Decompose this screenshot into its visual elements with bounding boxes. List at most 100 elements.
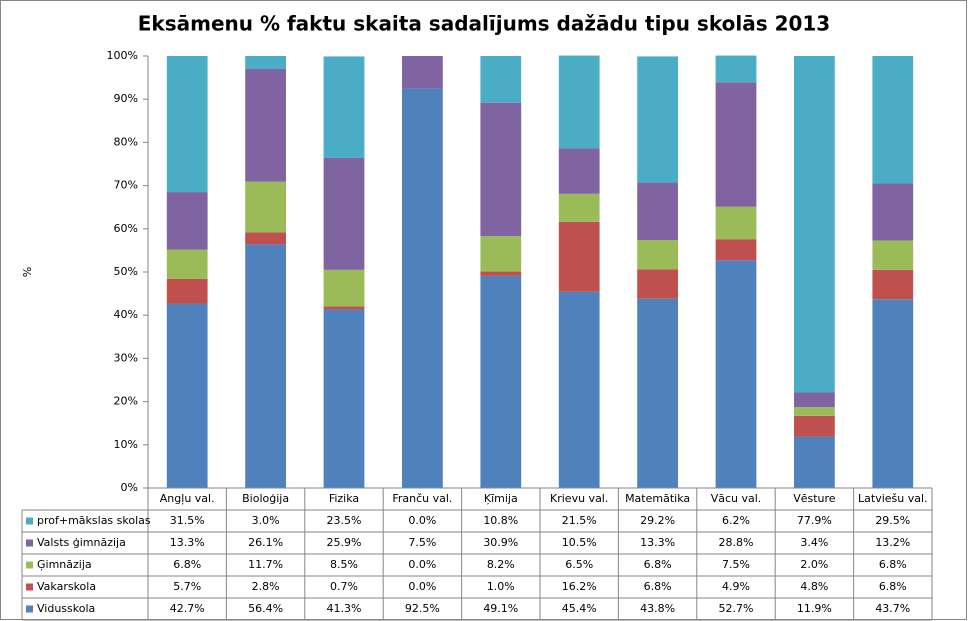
bar-segment bbox=[715, 239, 757, 261]
table-value: 43.7% bbox=[875, 602, 910, 615]
legend-label: prof+mākslas skolas bbox=[37, 514, 151, 527]
y-tick-label: 100% bbox=[107, 49, 138, 62]
legend-swatch bbox=[26, 517, 33, 525]
bar-segment bbox=[637, 298, 678, 488]
table-value: 4.9% bbox=[722, 580, 750, 593]
bar-segment bbox=[166, 278, 208, 304]
table-value: 4.8% bbox=[800, 580, 828, 593]
table-value: 13.2% bbox=[875, 536, 910, 549]
bar-segment bbox=[872, 56, 914, 184]
bar-segment bbox=[715, 82, 757, 207]
legend-label: Vidusskola bbox=[37, 602, 95, 615]
table-value: 21.5% bbox=[562, 514, 597, 527]
legend-swatch bbox=[26, 561, 33, 569]
bar-segment bbox=[558, 291, 600, 488]
table-value: 3.4% bbox=[800, 536, 828, 549]
bar-segment bbox=[794, 407, 835, 416]
bar-segment bbox=[402, 88, 443, 489]
bar-segment bbox=[245, 232, 286, 245]
bar-segment bbox=[402, 56, 443, 89]
bar-segment bbox=[323, 309, 365, 488]
table-value: 41.3% bbox=[327, 602, 362, 615]
table-value: 0.0% bbox=[408, 558, 436, 571]
table-value: 11.9% bbox=[797, 602, 832, 615]
table-value: 11.7% bbox=[248, 558, 283, 571]
table-value: 25.9% bbox=[327, 536, 362, 549]
bar-segment bbox=[166, 56, 208, 193]
y-tick-label: 60% bbox=[114, 222, 138, 235]
x-tick-label: Vēsture bbox=[793, 492, 836, 505]
bar-segment bbox=[323, 157, 365, 270]
bar-segment bbox=[715, 55, 757, 83]
y-tick-label: 50% bbox=[114, 265, 138, 278]
bar-segment bbox=[794, 436, 835, 488]
table-value: 6.8% bbox=[173, 558, 201, 571]
table-value: 0.7% bbox=[330, 580, 358, 593]
bar-segment bbox=[715, 206, 757, 240]
table-value: 3.0% bbox=[252, 514, 280, 527]
bar-segment bbox=[166, 192, 208, 250]
x-tick-label: Matemātika bbox=[625, 492, 690, 505]
table-value: 7.5% bbox=[722, 558, 750, 571]
legend-swatch bbox=[26, 605, 33, 613]
table-value: 42.7% bbox=[170, 602, 205, 615]
table-value: 31.5% bbox=[170, 514, 205, 527]
table-value: 10.8% bbox=[483, 514, 518, 527]
table-value: 2.8% bbox=[252, 580, 280, 593]
table-value: 92.5% bbox=[405, 602, 440, 615]
y-tick-label: 90% bbox=[114, 92, 138, 105]
table-value: 10.5% bbox=[562, 536, 597, 549]
bar-segment bbox=[715, 260, 757, 488]
table-value: 8.5% bbox=[330, 558, 358, 571]
table-value: 2.0% bbox=[800, 558, 828, 571]
x-tick-label: Fizika bbox=[329, 492, 359, 505]
bar-segment bbox=[637, 240, 678, 270]
bar-segment bbox=[245, 244, 286, 488]
bar-segment bbox=[245, 56, 286, 69]
bar-segment bbox=[323, 306, 365, 310]
bar-segment bbox=[872, 299, 914, 488]
legend-label: Ģimnāzija bbox=[37, 558, 92, 571]
table-value: 45.4% bbox=[562, 602, 597, 615]
bar-segment bbox=[872, 240, 914, 270]
bar-segment bbox=[480, 275, 522, 488]
x-tick-label: Franču val. bbox=[392, 492, 452, 505]
table-value: 77.9% bbox=[797, 514, 832, 527]
table-value: 5.7% bbox=[173, 580, 201, 593]
table-value: 6.2% bbox=[722, 514, 750, 527]
table-value: 23.5% bbox=[327, 514, 362, 527]
table-value: 0.0% bbox=[408, 580, 436, 593]
bar-segment bbox=[480, 271, 522, 276]
table-value: 6.8% bbox=[879, 558, 907, 571]
table-value: 30.9% bbox=[483, 536, 518, 549]
y-tick-label: 30% bbox=[114, 351, 138, 364]
chart-title: Eksāmenu % faktu skaita sadalījums dažād… bbox=[138, 12, 830, 36]
bar-segment bbox=[794, 56, 835, 393]
table-value: 29.2% bbox=[640, 514, 675, 527]
x-tick-label: Vācu val. bbox=[711, 492, 762, 505]
table-value: 6.8% bbox=[644, 580, 672, 593]
bar-segment bbox=[166, 249, 208, 279]
bar-segment bbox=[794, 392, 835, 408]
bar-segment bbox=[872, 269, 914, 300]
table-value: 13.3% bbox=[640, 536, 675, 549]
y-tick-label: 70% bbox=[114, 179, 138, 192]
x-tick-label: Latviešu val. bbox=[858, 492, 928, 505]
bar-segment bbox=[166, 303, 208, 488]
y-tick-label: 10% bbox=[114, 438, 138, 451]
table-value: 6.5% bbox=[565, 558, 593, 571]
bar-segment bbox=[558, 193, 600, 222]
bar-segment bbox=[558, 148, 600, 194]
bar-segment bbox=[637, 269, 678, 299]
bar-segment bbox=[245, 181, 286, 233]
bar-segment bbox=[637, 56, 678, 183]
bar-segment bbox=[480, 102, 522, 237]
y-tick-label: 20% bbox=[114, 395, 138, 408]
bar-segment bbox=[872, 183, 914, 241]
table-value: 1.0% bbox=[487, 580, 515, 593]
legend-swatch bbox=[26, 539, 33, 547]
y-tick-label: 80% bbox=[114, 135, 138, 148]
table-value: 13.3% bbox=[170, 536, 205, 549]
table-value: 7.5% bbox=[408, 536, 436, 549]
